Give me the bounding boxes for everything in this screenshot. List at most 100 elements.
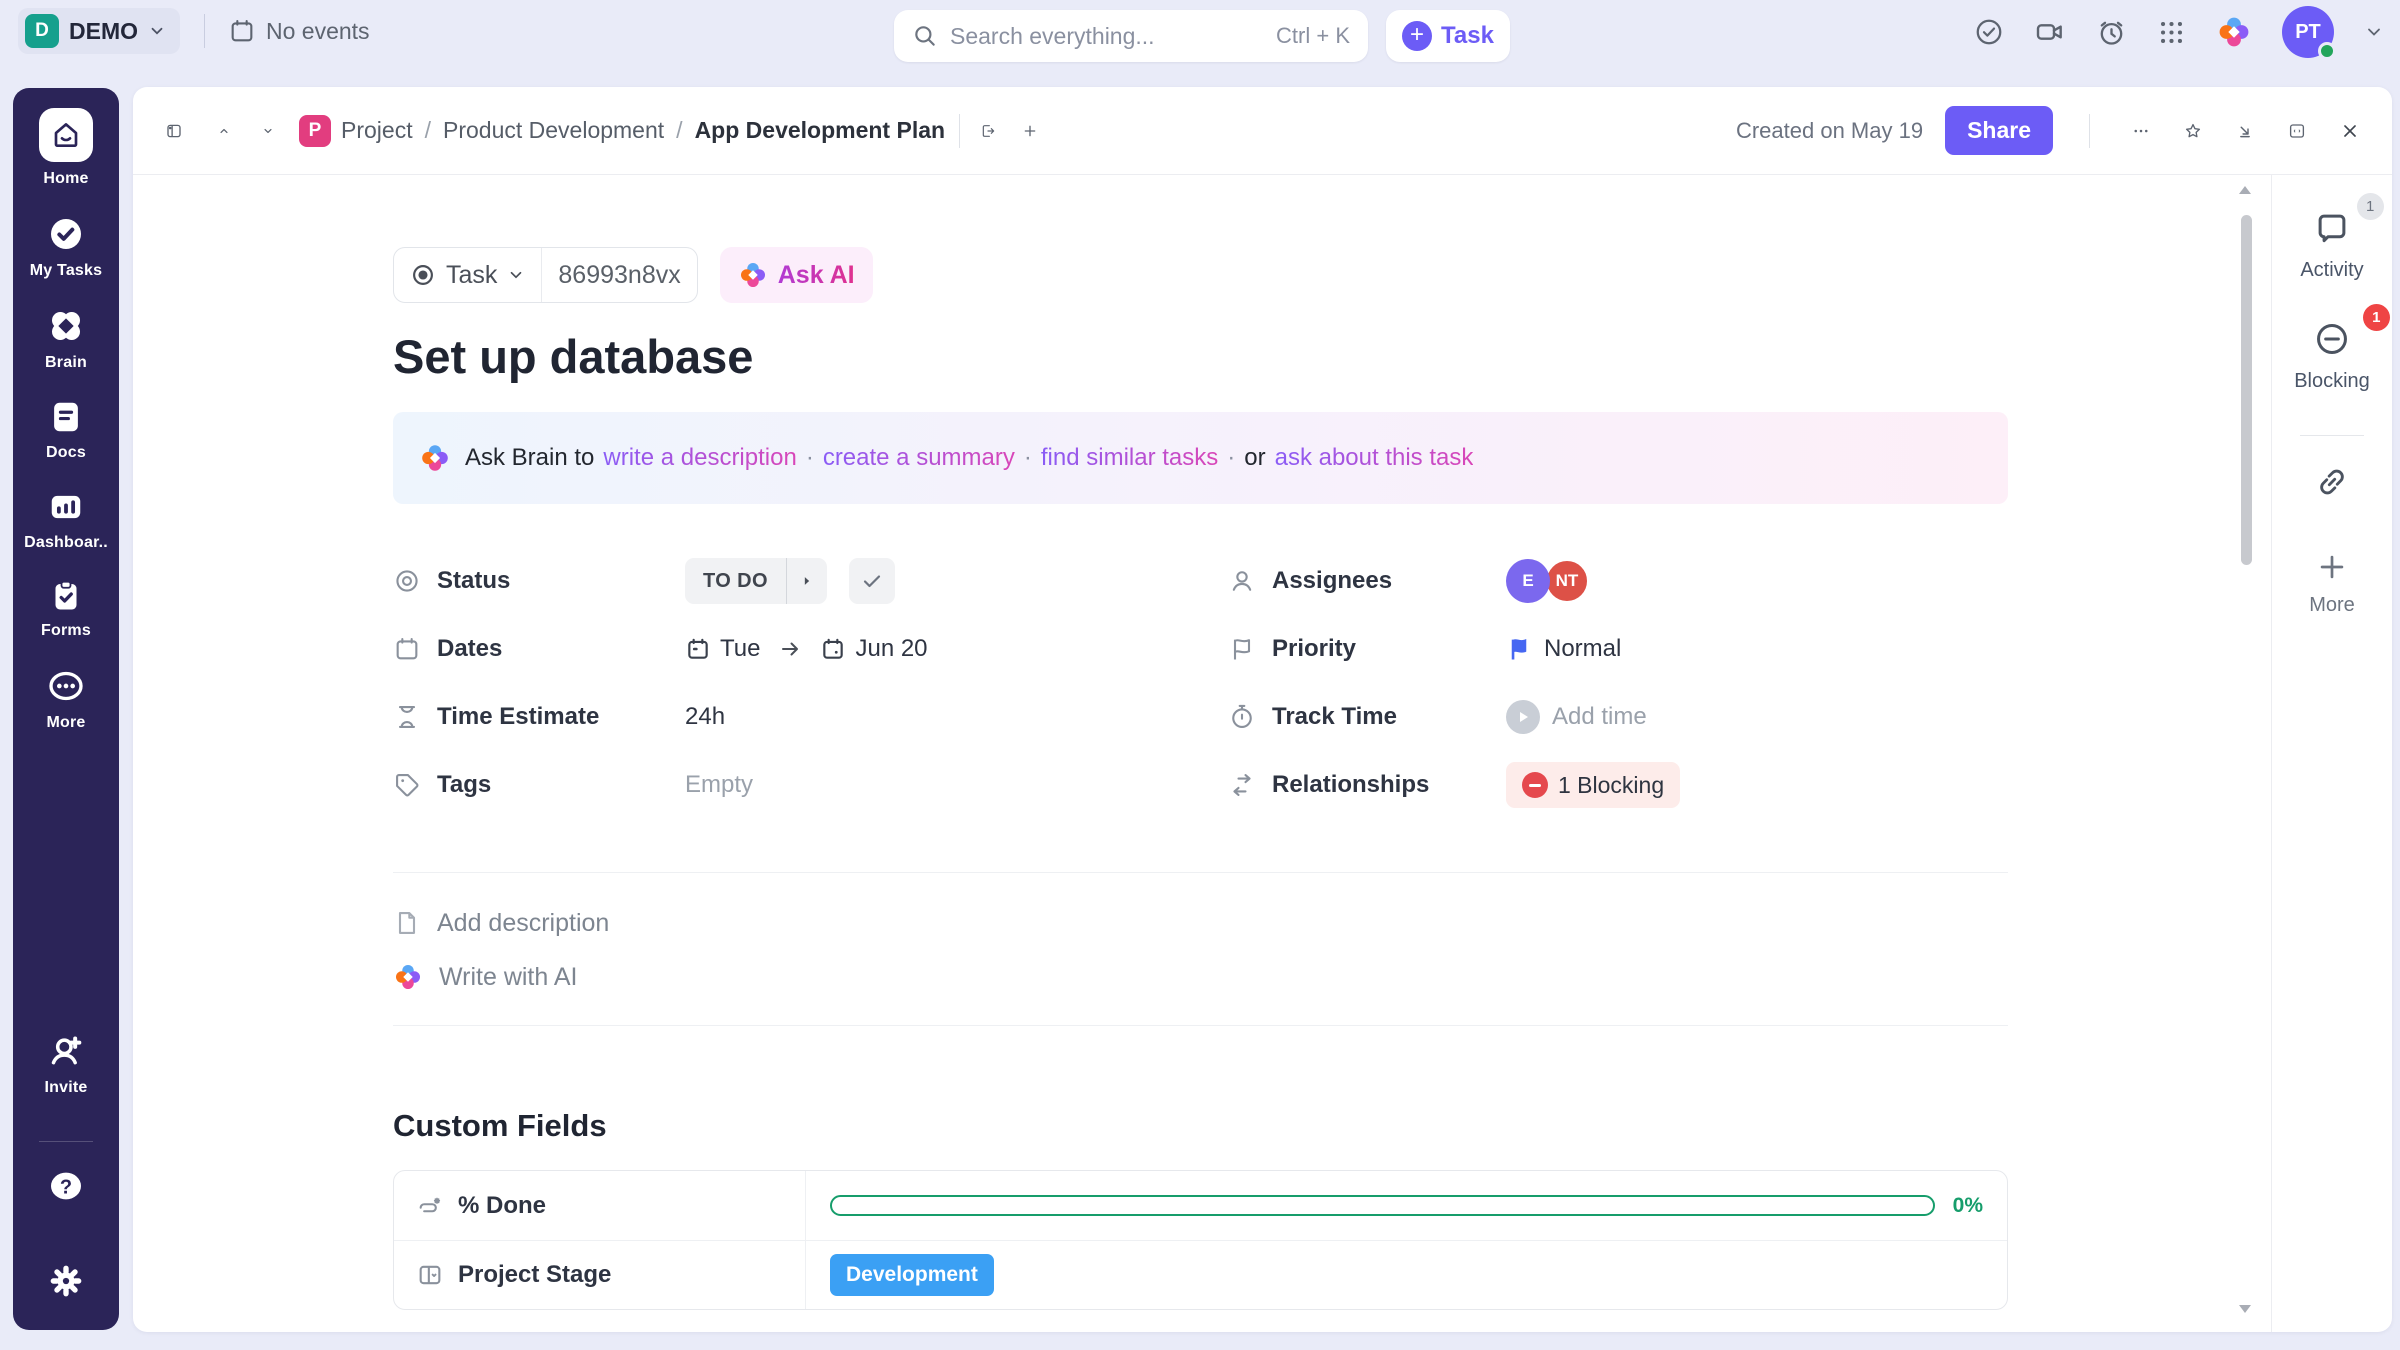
sidebar-item-docs[interactable]: Docs <box>46 398 86 462</box>
percent-done-value: 0% <box>806 1171 2007 1240</box>
activity-tab[interactable]: 1 Activity <box>2300 193 2384 282</box>
add-description-label: Add description <box>437 908 610 937</box>
assignee-avatar[interactable]: NT <box>1545 559 1589 603</box>
download-icon[interactable] <box>2230 116 2260 146</box>
close-icon[interactable] <box>2334 115 2366 147</box>
chevron-down-icon[interactable] <box>2364 22 2384 42</box>
next-status-caret-icon[interactable] <box>787 574 827 588</box>
task-type-icon <box>413 265 433 285</box>
start-date[interactable]: Tue <box>685 635 760 663</box>
add-view-plus-icon[interactable] <box>1016 117 1044 145</box>
assignees-value: E NT <box>1506 559 1589 603</box>
no-events-button[interactable]: No events <box>228 8 370 54</box>
settings-button[interactable] <box>47 1262 85 1300</box>
search-input[interactable] <box>950 22 1265 50</box>
play-icon[interactable] <box>1506 700 1540 734</box>
task-id[interactable]: 86993n8vx <box>541 248 696 302</box>
new-task-label: Task <box>1441 22 1494 49</box>
blocking-label: Blocking <box>2294 370 2370 392</box>
search-shortcut: Ctrl + K <box>1276 23 1350 48</box>
help-button[interactable]: ? <box>46 1166 86 1206</box>
percent-done-label: % Done <box>394 1171 806 1240</box>
field-assignees: Assignees E NT <box>1228 547 2008 615</box>
due-date[interactable]: Jun 20 <box>820 635 928 663</box>
ask-ai-button[interactable]: Ask AI <box>719 247 873 303</box>
progress-bar[interactable] <box>830 1195 1935 1216</box>
chevron-up-icon[interactable] <box>211 118 237 144</box>
share-button[interactable]: Share <box>1945 106 2053 155</box>
sidebar-item-label: Docs <box>46 444 86 461</box>
no-events-label: No events <box>266 17 370 44</box>
status-value: TO DO <box>685 558 895 604</box>
assignees-field-label: Assignees <box>1228 567 1506 595</box>
more-options-icon[interactable] <box>2126 116 2156 146</box>
online-status-dot <box>2318 42 2336 60</box>
ai-link-create-summary[interactable]: create a summary <box>822 444 1015 471</box>
custom-fields-card: % Done 0% Project Stage Development <box>393 1170 2008 1310</box>
track-time-value[interactable]: Add time <box>1506 700 1647 734</box>
write-with-ai-button[interactable]: Write with AI <box>393 951 2008 1003</box>
sidebar-item-my-tasks[interactable]: My Tasks <box>30 214 102 280</box>
breadcrumb-project[interactable]: Project <box>341 117 413 143</box>
ai-link-write-description[interactable]: write a description <box>603 444 797 471</box>
scroll-up-arrow[interactable] <box>2236 183 2254 197</box>
tags-value[interactable]: Empty <box>685 771 754 798</box>
blocking-tab[interactable]: 1 Blocking <box>2294 304 2390 393</box>
blocking-icon <box>2317 324 2347 354</box>
sidebar-item-home[interactable]: Home <box>39 108 93 188</box>
sidebar-item-forms[interactable]: Forms <box>41 578 91 640</box>
ai-banner-text: Ask Brain to write a description · creat… <box>465 444 1473 472</box>
custom-fields-title: Custom Fields <box>393 1108 607 1143</box>
ai-icon[interactable] <box>2216 14 2252 50</box>
video-icon[interactable] <box>2034 16 2066 48</box>
search-bar[interactable]: Ctrl + K <box>894 10 1368 62</box>
scrollbar-thumb[interactable] <box>2241 215 2252 565</box>
workspace-switcher[interactable]: D DEMO <box>18 8 180 54</box>
link-icon[interactable] <box>2314 464 2350 500</box>
breadcrumb-separator: / <box>676 117 683 143</box>
toggle-sidebar-icon[interactable] <box>159 116 189 146</box>
sidebar-item-more[interactable]: More <box>46 666 86 732</box>
rail-divider <box>2300 435 2364 436</box>
favorite-star-icon[interactable] <box>2178 116 2208 146</box>
stage-badge[interactable]: Development <box>830 1254 994 1296</box>
status-dropdown[interactable]: TO DO <box>685 558 827 604</box>
project-stage-value: Development <box>806 1241 2007 1309</box>
task-title[interactable]: Set up database <box>393 330 754 383</box>
rail-more-button[interactable]: More <box>2309 550 2355 617</box>
time-estimate-field-label: Time Estimate <box>393 703 685 731</box>
fields-right-column: Assignees E NT Priority <box>1228 547 2008 819</box>
ai-link-find-similar[interactable]: find similar tasks <box>1040 444 1219 471</box>
add-description-button[interactable]: Add description <box>393 897 2008 949</box>
breadcrumb-current[interactable]: App Development Plan <box>694 117 946 143</box>
chevron-down-icon[interactable] <box>255 118 281 144</box>
ai-banner-separator: · <box>805 444 814 471</box>
time-estimate-value[interactable]: 24h <box>685 703 726 730</box>
header-divider <box>959 113 961 148</box>
check-circle-icon[interactable] <box>1974 17 2004 47</box>
apps-grid-icon[interactable] <box>2157 18 2186 47</box>
scroll-down-arrow[interactable] <box>2236 1302 2254 1316</box>
sidebar-item-brain[interactable]: Brain <box>45 306 87 372</box>
tags-field-label: Tags <box>393 771 685 799</box>
invite-button[interactable]: Invite <box>45 1031 88 1097</box>
user-menu[interactable]: PT <box>2282 6 2336 60</box>
export-icon[interactable] <box>974 117 1002 145</box>
task-type-selector[interactable]: Task <box>394 248 541 302</box>
blocking-pill[interactable]: 1 Blocking <box>1506 762 1681 808</box>
priority-value[interactable]: Normal <box>1506 635 1621 663</box>
clock-icon[interactable] <box>2096 17 2127 48</box>
mark-complete-button[interactable] <box>848 558 895 604</box>
ai-link-ask-about-task[interactable]: ask about this task <box>1274 444 1474 471</box>
calendar-icon <box>688 638 708 659</box>
breadcrumb-list[interactable]: Product Development <box>442 117 665 143</box>
due-date-text: Jun 20 <box>855 635 928 662</box>
assignee-avatar[interactable]: E <box>1506 559 1550 603</box>
new-task-button[interactable]: + Task <box>1386 10 1510 62</box>
sidebar-bottom: Invite ? <box>39 1031 93 1306</box>
custom-field-row-percent-done: % Done 0% <box>394 1171 2007 1240</box>
field-relationships: Relationships 1 Blocking <box>1228 751 2008 819</box>
check-icon <box>863 575 881 588</box>
sidebar-item-dashboards[interactable]: Dashboar.. <box>24 488 108 552</box>
expand-icon[interactable] <box>2282 116 2312 146</box>
